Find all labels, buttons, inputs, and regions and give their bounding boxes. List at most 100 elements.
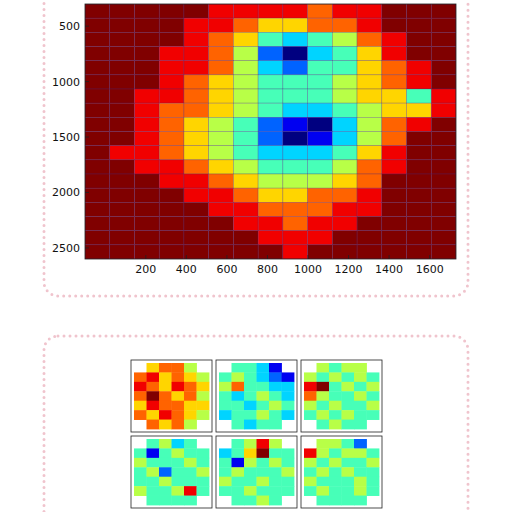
map-cell xyxy=(232,410,245,420)
heat-cell xyxy=(134,245,159,259)
heat-cell xyxy=(85,61,110,75)
heat-cell xyxy=(283,103,308,117)
map-cell xyxy=(269,439,282,449)
map-cell xyxy=(232,486,245,496)
map-cell xyxy=(232,382,245,392)
map-cell xyxy=(317,391,330,401)
heat-cell xyxy=(308,47,333,61)
heat-cell xyxy=(134,132,159,146)
map-cell xyxy=(269,382,282,392)
map-cell xyxy=(232,401,245,411)
map-cell xyxy=(342,439,355,449)
heat-cell xyxy=(159,188,184,202)
map-cell xyxy=(184,363,197,373)
map-cell xyxy=(184,496,197,506)
map-cell xyxy=(219,410,232,420)
heat-cell xyxy=(233,75,258,89)
map-cell xyxy=(329,401,342,411)
y-tick xyxy=(85,26,89,27)
heat-cell xyxy=(85,18,110,32)
heat-cell xyxy=(159,132,184,146)
map-frame xyxy=(301,360,382,432)
map-cell xyxy=(269,448,282,458)
x-tick-label: 800 xyxy=(257,263,278,276)
heat-cell xyxy=(431,103,456,117)
heat-cell xyxy=(209,18,234,32)
map-cell xyxy=(159,382,172,392)
heat-cell xyxy=(308,160,333,174)
heat-cell xyxy=(332,245,357,259)
map-cell xyxy=(172,448,185,458)
heat-cell xyxy=(258,245,283,259)
map-cell xyxy=(172,410,185,420)
map-cell xyxy=(219,467,232,477)
heat-cell xyxy=(357,132,382,146)
map-cell xyxy=(354,410,367,420)
heat-cell xyxy=(134,61,159,75)
map-cell xyxy=(184,448,197,458)
figure: 2004006008001000120014001600500100015002… xyxy=(0,0,512,512)
map-cell xyxy=(197,467,210,477)
map-cell xyxy=(342,382,355,392)
map-cell xyxy=(232,420,245,430)
map-cell xyxy=(329,439,342,449)
heat-cell xyxy=(209,174,234,188)
map-cell xyxy=(134,410,147,420)
map-cell xyxy=(197,477,210,487)
heat-cell xyxy=(209,32,234,46)
heat-cell xyxy=(209,75,234,89)
y-tick-label: 1500 xyxy=(52,131,80,144)
heat-cell xyxy=(332,117,357,131)
map-cell xyxy=(329,420,342,430)
map-cell xyxy=(304,448,317,458)
map-cell xyxy=(317,496,330,506)
heat-cell xyxy=(407,32,432,46)
y-tick-label: 2000 xyxy=(52,186,80,199)
map-cell xyxy=(317,382,330,392)
map-cell xyxy=(304,477,317,487)
map-cell xyxy=(184,486,197,496)
map-cell xyxy=(342,467,355,477)
heat-cell xyxy=(308,4,333,18)
heat-cell xyxy=(209,160,234,174)
heat-cell xyxy=(308,32,333,46)
map-cell xyxy=(282,410,295,420)
map-cell xyxy=(172,401,185,411)
heat-cell xyxy=(85,146,110,160)
map-cell xyxy=(147,382,160,392)
map-cell xyxy=(282,448,295,458)
map-cell xyxy=(329,391,342,401)
map-cell xyxy=(282,382,295,392)
map-cell xyxy=(354,458,367,468)
map-cell xyxy=(269,363,282,373)
heat-cell xyxy=(233,18,258,32)
map-cell xyxy=(317,458,330,468)
heat-cell xyxy=(159,75,184,89)
heat-cell xyxy=(184,174,209,188)
small-map xyxy=(216,436,297,508)
heat-cell xyxy=(209,47,234,61)
heat-cell xyxy=(382,89,407,103)
heat-cell xyxy=(233,61,258,75)
map-cell xyxy=(269,401,282,411)
map-cell xyxy=(147,458,160,468)
map-cell xyxy=(172,458,185,468)
heat-cell xyxy=(110,132,135,146)
map-cell xyxy=(219,401,232,411)
map-cell xyxy=(134,382,147,392)
map-cell xyxy=(257,410,270,420)
heat-cell xyxy=(308,103,333,117)
heat-cell xyxy=(233,160,258,174)
map-cell xyxy=(184,382,197,392)
map-cell xyxy=(342,477,355,487)
heat-cell xyxy=(209,245,234,259)
map-cell xyxy=(159,448,172,458)
heat-cell xyxy=(184,47,209,61)
map-cell xyxy=(147,372,160,382)
heat-cell xyxy=(110,117,135,131)
map-cell xyxy=(329,477,342,487)
heat-cell xyxy=(407,146,432,160)
map-cell xyxy=(367,448,380,458)
map-cell xyxy=(282,372,295,382)
map-cell xyxy=(317,477,330,487)
